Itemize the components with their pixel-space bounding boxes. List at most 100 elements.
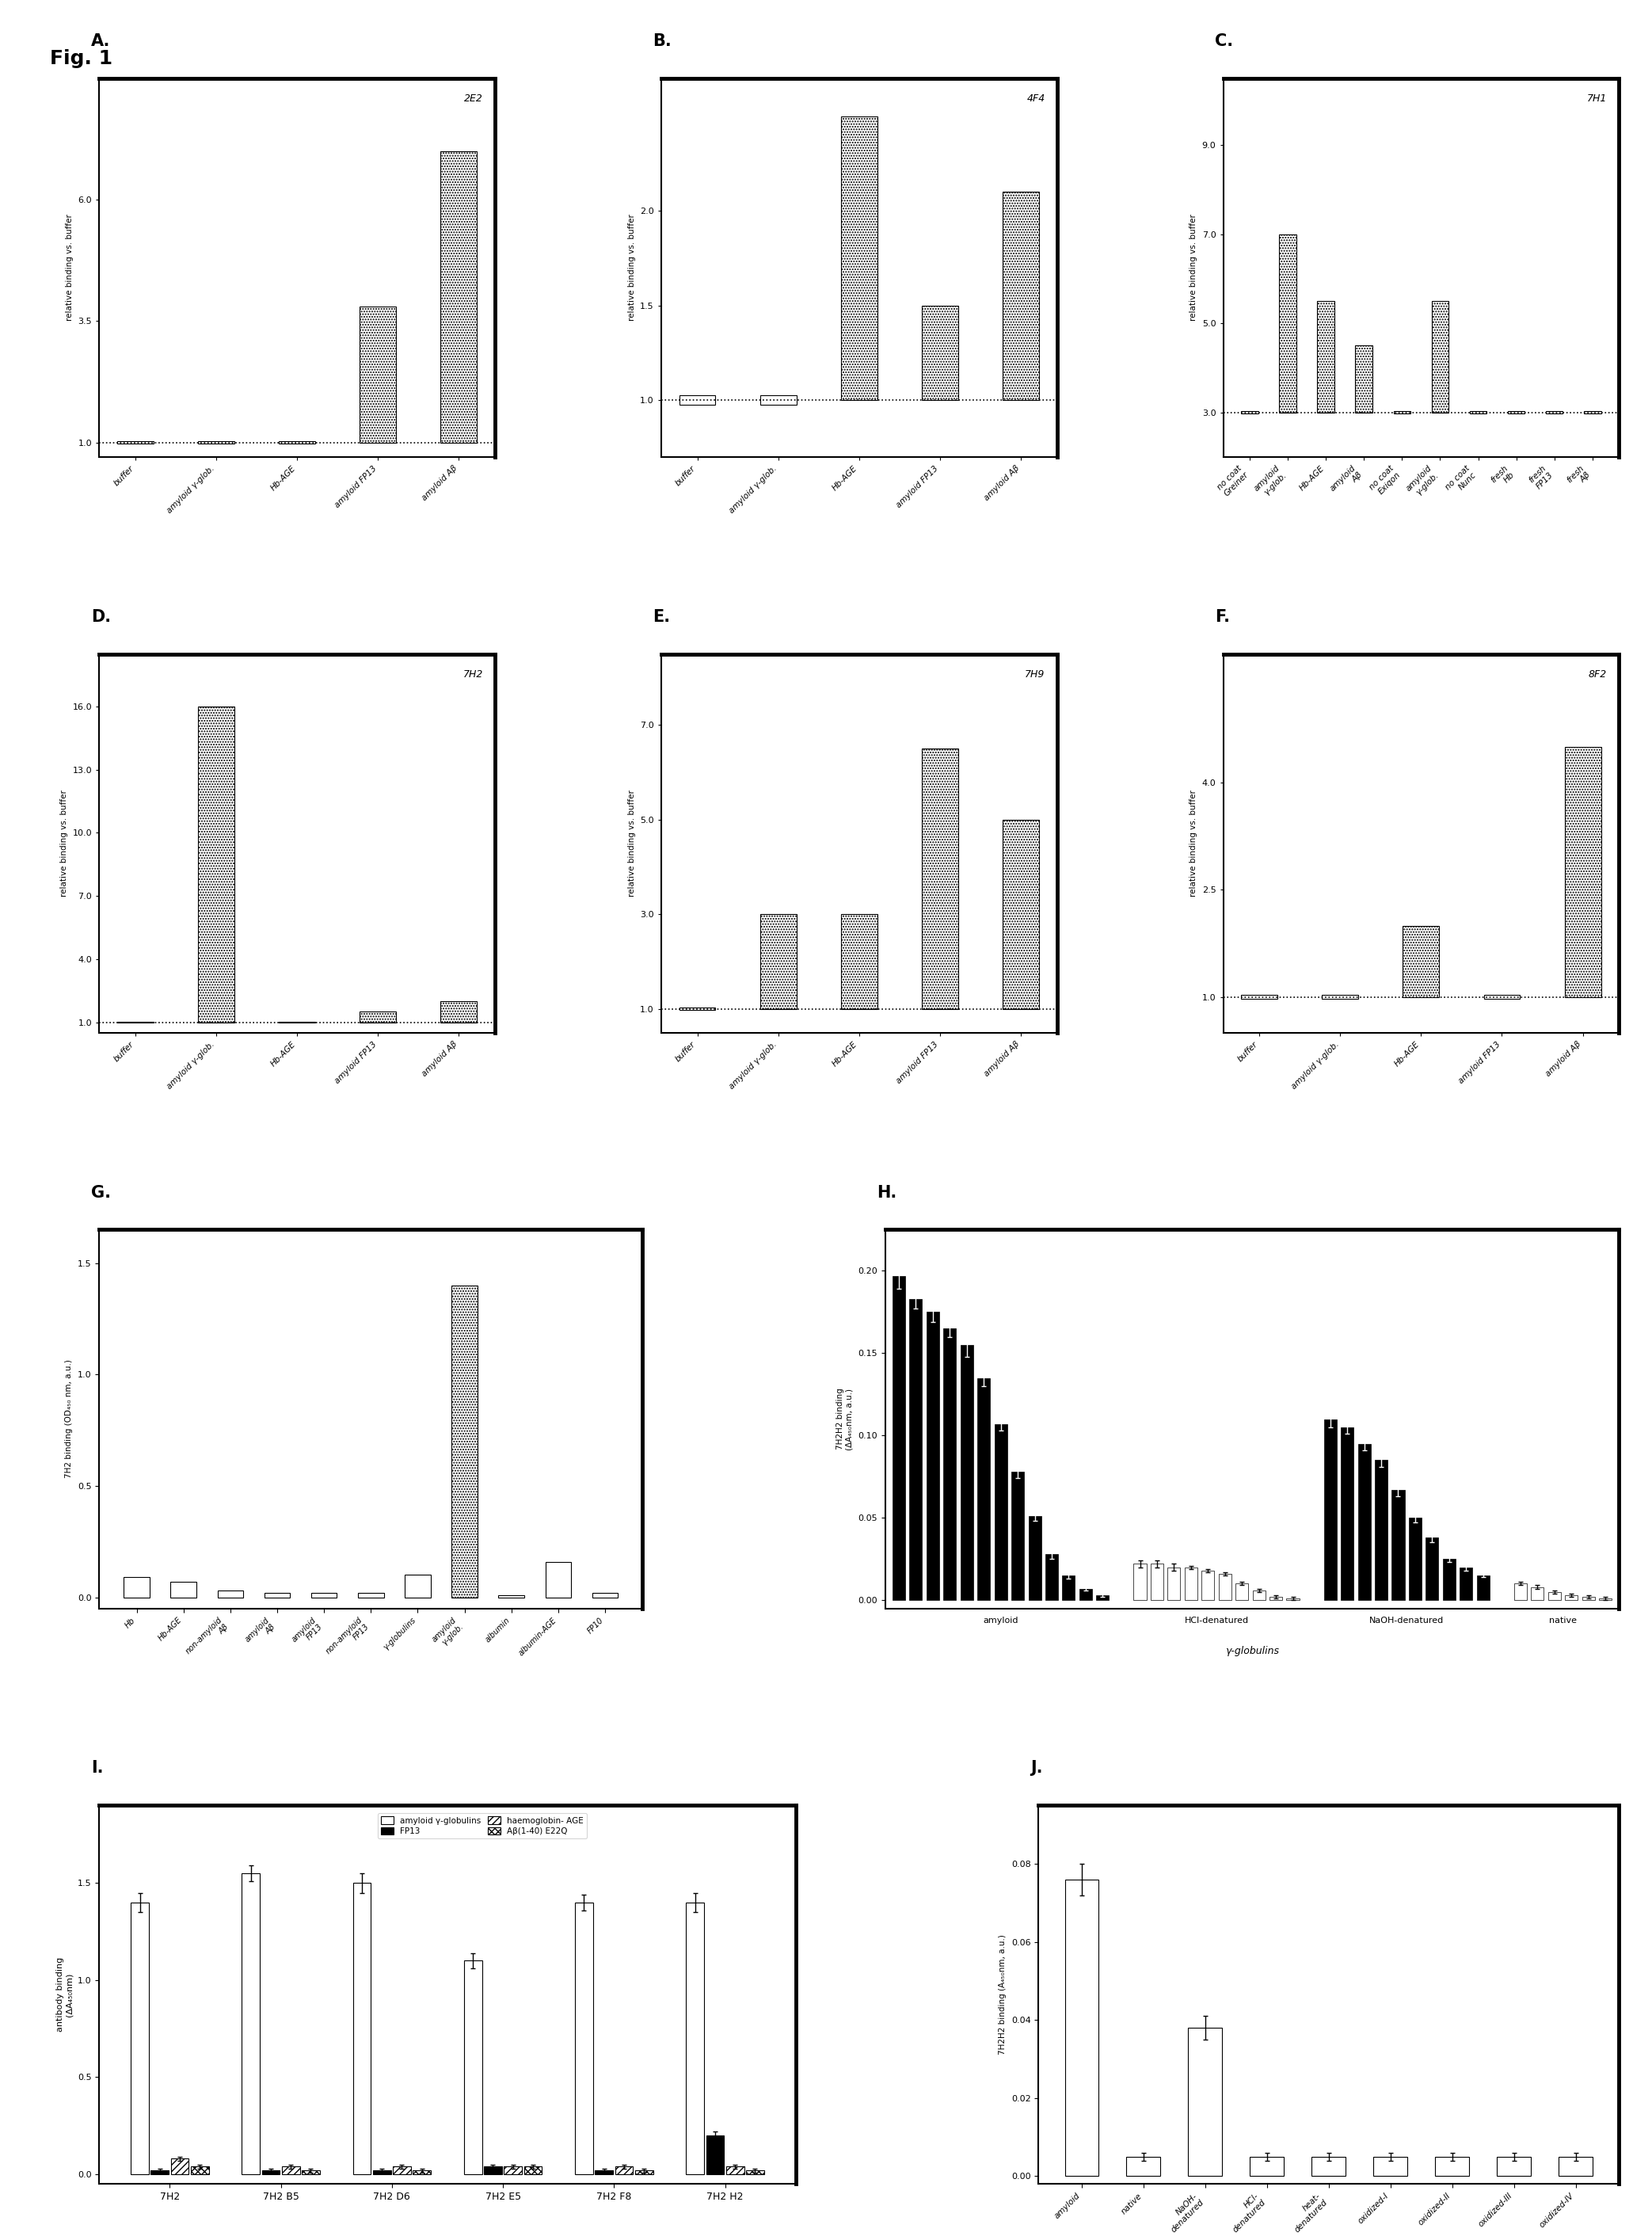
Bar — [1133, 1564, 1146, 1599]
Bar — [1322, 995, 1358, 999]
Text: H.: H. — [877, 1185, 897, 1201]
Text: γ-globulins: γ-globulins — [1226, 1646, 1279, 1658]
Bar — [922, 748, 958, 1008]
Text: 7H2: 7H2 — [463, 670, 482, 679]
Text: I.: I. — [91, 1761, 102, 1776]
Bar — [1003, 193, 1039, 401]
Bar — [124, 1577, 150, 1597]
Bar — [1201, 1570, 1214, 1599]
Bar — [978, 1378, 990, 1599]
Bar — [464, 1960, 482, 2175]
Bar — [760, 914, 796, 1008]
Y-axis label: relative binding vs. buffer: relative binding vs. buffer — [59, 791, 68, 896]
Bar — [841, 116, 877, 401]
Bar — [1241, 995, 1277, 999]
Bar — [354, 1884, 372, 2175]
Y-axis label: relative binding vs. buffer: relative binding vs. buffer — [1189, 215, 1198, 320]
Bar — [1355, 345, 1373, 412]
Y-axis label: relative binding vs. buffer: relative binding vs. buffer — [66, 215, 74, 320]
Bar — [170, 2159, 188, 2175]
Legend: amyloid γ-globulins, FP13, haemoglobin- AGE, Aβ(1-40) E22Q: amyloid γ-globulins, FP13, haemoglobin- … — [378, 1812, 586, 1839]
Bar — [591, 1593, 618, 1597]
Bar — [1168, 1568, 1181, 1599]
Text: J.: J. — [1031, 1761, 1042, 1776]
Bar — [1436, 2157, 1469, 2177]
Bar — [595, 2171, 613, 2175]
Text: Fig. 1: Fig. 1 — [50, 49, 112, 67]
Bar — [1251, 2157, 1284, 2177]
Bar — [1409, 1519, 1421, 1599]
Bar — [413, 2171, 431, 2175]
Bar — [960, 1344, 973, 1599]
Text: 8F2: 8F2 — [1589, 670, 1607, 679]
Text: C.: C. — [1214, 34, 1234, 49]
Bar — [451, 1286, 477, 1597]
Bar — [1374, 1460, 1388, 1599]
Bar — [747, 2171, 765, 2175]
Bar — [1236, 1584, 1249, 1599]
Bar — [1477, 1575, 1490, 1599]
Bar — [373, 2171, 392, 2175]
Bar — [1432, 300, 1449, 412]
Bar — [1079, 1588, 1092, 1599]
Bar — [1312, 2157, 1346, 2177]
Bar — [1188, 2027, 1222, 2177]
Y-axis label: 7H2H2 binding (A₄₅₀nm, a.u.): 7H2H2 binding (A₄₅₀nm, a.u.) — [999, 1935, 1006, 2054]
Bar — [943, 1328, 957, 1599]
Y-axis label: 7H2 binding (OD₄₅₀ nm, a.u.): 7H2 binding (OD₄₅₀ nm, a.u.) — [64, 1360, 73, 1478]
Bar — [1046, 1555, 1057, 1599]
Bar — [1341, 1427, 1353, 1599]
Text: D.: D. — [91, 609, 111, 625]
Bar — [927, 1313, 940, 1599]
Bar — [1564, 746, 1601, 997]
Bar — [1184, 1568, 1198, 1599]
Y-axis label: relative binding vs. buffer: relative binding vs. buffer — [628, 215, 636, 320]
Bar — [170, 1581, 197, 1597]
Bar — [358, 1593, 383, 1597]
Text: HCl-denatured: HCl-denatured — [1184, 1617, 1249, 1624]
Text: E.: E. — [653, 609, 671, 625]
Bar — [1403, 925, 1439, 997]
Bar — [1391, 1490, 1404, 1599]
Bar — [441, 1001, 477, 1021]
Bar — [302, 2171, 320, 2175]
Bar — [634, 2171, 653, 2175]
Text: F.: F. — [1214, 609, 1231, 625]
Bar — [150, 2171, 169, 2175]
Bar — [1548, 1593, 1561, 1599]
Bar — [1269, 1597, 1282, 1599]
Bar — [1127, 2157, 1160, 2177]
Y-axis label: 7H2H2 binding
(ΔA₄₅₀nm, a.u.): 7H2H2 binding (ΔA₄₅₀nm, a.u.) — [836, 1389, 854, 1449]
Bar — [1358, 1445, 1371, 1599]
Bar — [922, 305, 958, 401]
Bar — [360, 307, 396, 444]
Bar — [190, 2166, 208, 2175]
Bar — [1531, 1586, 1545, 1599]
Bar — [1583, 1597, 1594, 1599]
Text: A.: A. — [91, 34, 111, 49]
Bar — [1219, 1575, 1231, 1599]
Bar — [760, 396, 796, 405]
Bar — [1317, 300, 1335, 412]
Bar — [1497, 2157, 1531, 2177]
Bar — [1151, 1564, 1163, 1599]
Bar — [263, 2171, 279, 2175]
Bar — [1028, 1516, 1041, 1599]
Bar — [679, 396, 715, 405]
Text: 2E2: 2E2 — [464, 94, 482, 103]
Text: 7H1: 7H1 — [1588, 94, 1607, 103]
Y-axis label: antibody binding
(ΔA₄₅₀nm): antibody binding (ΔA₄₅₀nm) — [56, 1958, 73, 2032]
Bar — [117, 441, 154, 444]
Bar — [1062, 1575, 1075, 1599]
Bar — [360, 1012, 396, 1021]
Bar — [545, 1561, 572, 1597]
Bar — [727, 2166, 743, 2175]
Bar — [1097, 1595, 1108, 1599]
Bar — [892, 1277, 905, 1599]
Bar — [686, 1902, 704, 2175]
Text: B.: B. — [653, 34, 672, 49]
Bar — [264, 1593, 291, 1597]
Bar — [1442, 1559, 1455, 1599]
Bar — [441, 152, 477, 444]
Bar — [504, 2166, 522, 2175]
